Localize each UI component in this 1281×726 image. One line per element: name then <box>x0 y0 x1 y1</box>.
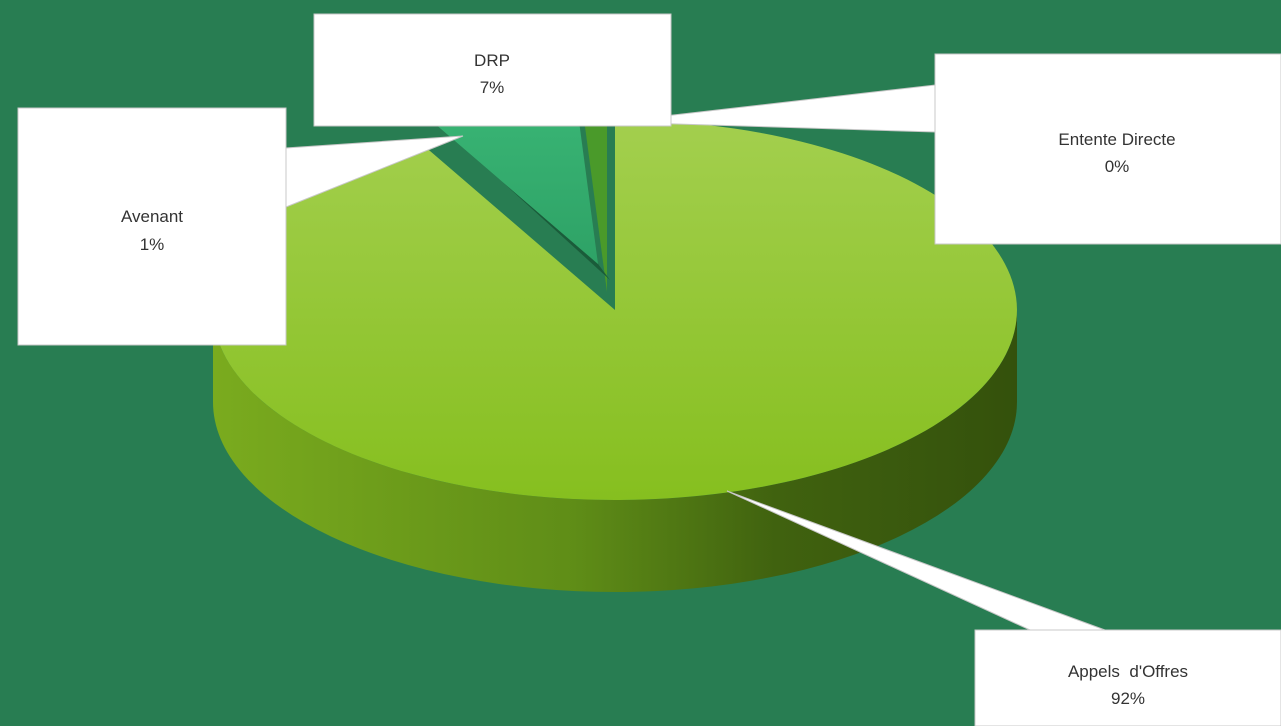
label-avenant-value: 1% <box>140 235 165 254</box>
slice-avenant <box>581 102 607 292</box>
label-entente-directe: Entente Directe 0% <box>934 53 1281 245</box>
label-avenant-name: Avenant <box>121 207 183 226</box>
label-appels-doffres: Appels d'Offres 92% <box>974 629 1281 726</box>
label-entente-name: Entente Directe <box>1058 130 1175 149</box>
label-drp: DRP 7% <box>313 13 672 127</box>
label-appels-name: Appels d'Offres <box>1068 662 1188 681</box>
slice-appels-side <box>213 310 1017 592</box>
label-drp-name: DRP <box>474 51 510 70</box>
label-appels-value: 92% <box>1111 689 1145 708</box>
slice-appels-doffres <box>212 120 1017 500</box>
label-drp-value: 7% <box>480 78 505 97</box>
label-entente-value: 0% <box>1105 157 1130 176</box>
label-avenant: Avenant 1% <box>17 107 287 346</box>
